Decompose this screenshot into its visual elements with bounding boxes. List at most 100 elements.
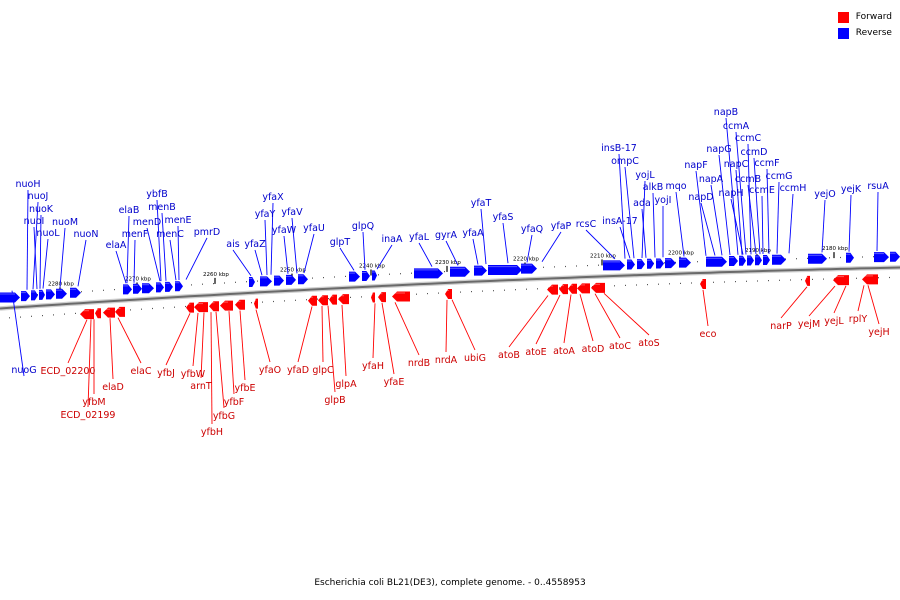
forward-arrow-body [209,301,219,312]
reverse-gene-arrow [274,275,284,286]
reverse-gene-arrow [763,255,770,266]
scale-tick-label: 2270 kbp [125,277,151,283]
leader-line [735,169,743,255]
forward-arrow-body [103,307,115,318]
scale-ticks: 2280 kbp 2270 kbp 2260 kbp 2250 kbp 2240 kbp… [48,246,848,294]
gene-label-glpc: glpC [312,365,334,376]
leader-line [291,217,298,274]
scale-tick-label: 2240 kbp [359,264,385,270]
gene-label-ompc: ompC [611,156,639,167]
minor-tick [471,291,472,293]
reverse-arrow-body [763,255,770,266]
leader-line [652,192,656,258]
reverse-gene-arrow [414,268,443,279]
leader-line [42,238,49,289]
forward-arrow-body [392,291,410,302]
reverse-arrow-body [647,258,654,269]
gene-label-ccmd: ccmD [740,147,767,158]
forward-legend-label: Forward [855,12,892,22]
leader-line [776,181,780,254]
reverse-gene-arrow [56,288,67,299]
forward-arrow-body [329,294,337,305]
forward-arrow-body [95,308,101,319]
reverse-arrow-body [260,276,272,287]
gene-label-yfbg: yfbG [213,411,235,422]
gene-label-napc: napC [724,159,749,170]
scale-tick-label: 2230 kbp [435,260,461,266]
leader-line [192,312,199,367]
minor-tick [141,308,142,310]
reverse-gene-arrow [123,284,132,295]
forward-gene-arrow [194,302,208,313]
minor-tick [334,276,335,278]
leader-line [67,319,88,364]
forward-gene-arrow [862,274,878,285]
minor-tick [515,289,516,291]
gene-label-elac: elaC [131,366,152,377]
reverse-gene-arrow [31,290,38,301]
gene-label-pmrd: pmrD [194,227,221,238]
minor-tick [92,290,93,292]
gene-label-nrda: nrdA [435,355,458,366]
reverse-arrow-body [133,283,142,294]
minor-tick [20,316,21,318]
minor-tick [257,280,258,282]
reverse-gene-arrow [603,260,625,271]
leader-line [297,306,313,363]
gene-label-nuoj: nuoJ [28,191,49,202]
minor-tick [614,285,615,287]
gene-label-elab: elaB [119,205,140,216]
leader-line [26,189,29,290]
minor-tick [378,274,379,276]
leader-line [362,231,366,270]
forward-gene-arrow [235,299,245,310]
minor-tick [345,275,346,277]
reverse-arrow-body [772,254,786,265]
minor-tick [873,256,874,258]
forward-gene-arrow [338,294,349,305]
forward-gene-arrow [209,301,219,312]
minor-tick [746,280,747,282]
gene-label-insa-17: insA-17 [602,216,637,227]
forward-gene-arrow [318,295,328,306]
minor-tick [400,273,401,275]
minor-tick [658,283,659,285]
minor-tick [807,257,808,259]
minor-tick [482,290,483,292]
minor-tick [647,284,648,286]
minor-tick [691,282,692,284]
scale-tick-label: 2210 kbp [590,253,616,259]
minor-tick [163,307,164,309]
forward-gene-arrow [568,283,577,294]
leader-line [11,290,25,377]
gene-label-atod: atoD [582,344,605,355]
minor-tick [889,276,890,279]
minor-tick [438,292,439,294]
reverse-gene-arrow [260,276,272,287]
gene-label-napf: napF [684,160,707,171]
forward-gene-arrow [833,275,849,286]
minor-tick [785,258,786,260]
gene-label-yfbf: yfbF [224,397,244,408]
minor-tick [554,266,555,268]
forward-arrow-body [577,283,590,294]
leader-line [753,157,761,255]
minor-tick [504,289,505,291]
gene-label-yfad: yfaD [287,365,309,376]
forward-arrow-body [220,300,233,311]
gene-label-yoji: yojI [655,195,672,206]
leader-line [117,317,142,364]
reverse-gene-arrow [175,281,183,292]
gene-label-ada: ada [633,198,651,209]
gene-label-yfat: yfaT [471,198,492,209]
leader-line [541,231,562,263]
reverse-gene-arrow [890,251,900,262]
legend-reverse: Reverse [837,25,892,41]
leader-line [303,233,315,274]
leader-line [283,235,289,274]
forward-arrow-body [254,298,258,309]
reverse-arrow-body [46,289,55,300]
reverse-arrow-body [31,290,38,301]
gene-label-elad: elaD [102,382,124,393]
reverse-arrow-body [450,266,470,277]
